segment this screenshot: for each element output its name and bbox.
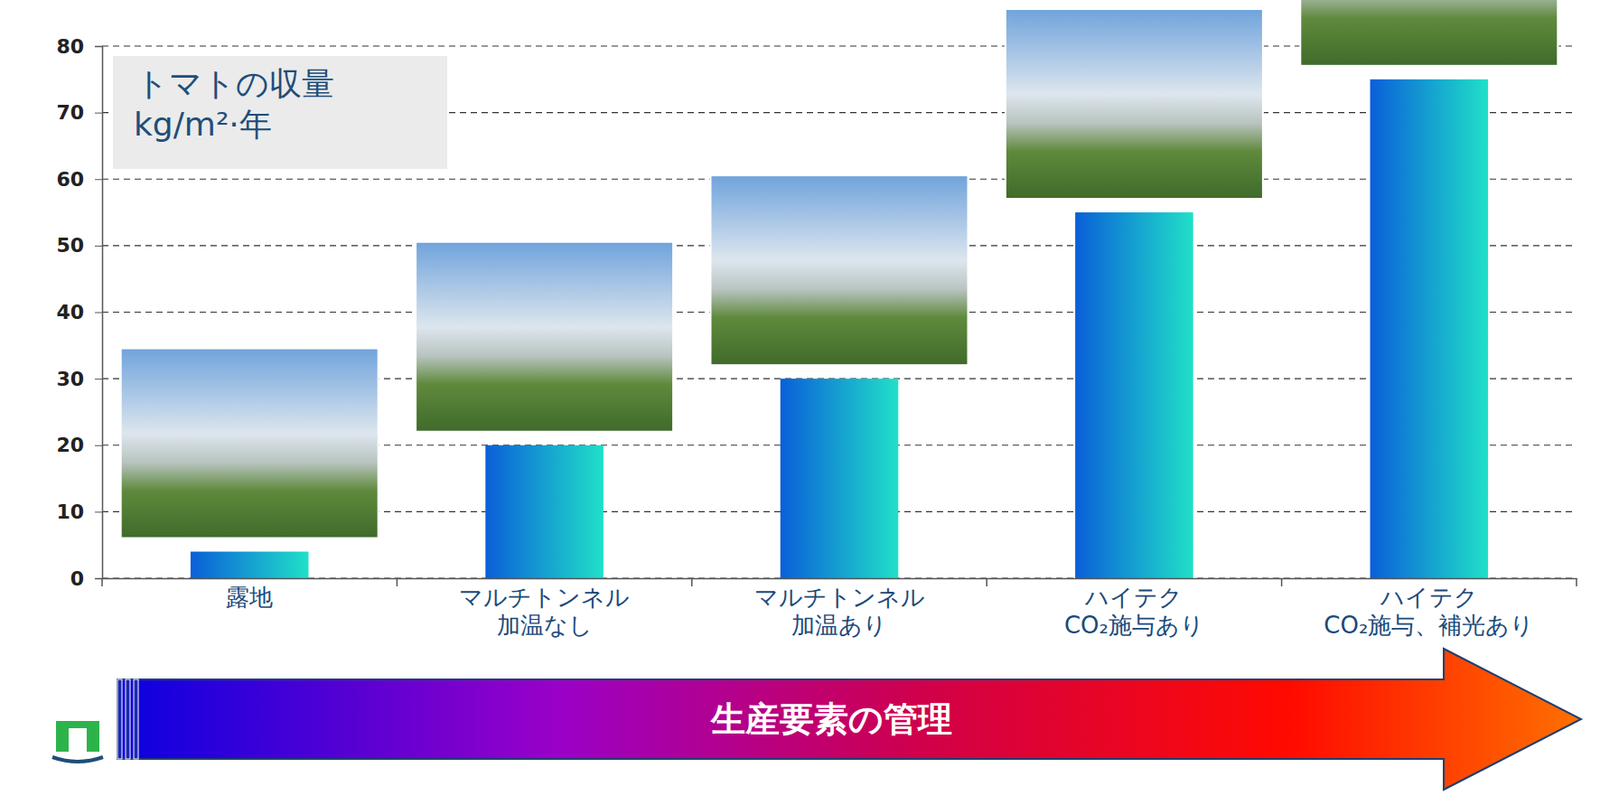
x-tick-label-line: ハイテク (1084, 583, 1183, 611)
title: トマトの収量 (135, 65, 335, 103)
y-tick-mark (94, 578, 103, 580)
bar (780, 378, 899, 579)
x-tick-label: マルチトンネル加温なし (458, 583, 630, 639)
y-tick-label: 10 (56, 500, 85, 524)
x-tick: マルチトンネル加温なし (458, 578, 630, 639)
y-tick-mark (94, 178, 103, 180)
y-tick-label: 70 (56, 101, 85, 124)
photo (1300, 0, 1558, 66)
y-tick: 0 (70, 567, 103, 590)
x-tick-label-line: 加温あり (791, 611, 888, 639)
photo (415, 242, 674, 432)
y-axis-line (94, 46, 103, 580)
y-tick: 30 (56, 367, 103, 391)
logo-inner (68, 728, 87, 752)
bar (485, 445, 604, 579)
x-tick-label-line: CO₂施与あり (1064, 611, 1205, 639)
x-tick-label: ハイテクCO₂施与、補光あり (1323, 583, 1535, 639)
x-tick-label-line: マルチトンネル (458, 583, 630, 611)
x-separator (101, 578, 103, 587)
y-tick-mark (94, 511, 103, 513)
x-tick-label-line: ハイテク (1379, 583, 1479, 611)
y-tick-label: 20 (56, 433, 85, 457)
arrow-stripe (117, 679, 122, 759)
x-separator (691, 578, 693, 587)
x-separators (102, 578, 1577, 587)
x-tick-label-line: 露地 (225, 583, 273, 611)
y-tick: 10 (56, 500, 103, 524)
y-tick-label: 0 (70, 567, 85, 590)
y-tick-mark (94, 46, 103, 47)
grid (102, 46, 1577, 579)
bar (1075, 212, 1194, 579)
x-tick-label: マルチトンネル加温あり (754, 583, 926, 639)
y-tick: 20 (56, 433, 103, 457)
y-tick-label: 40 (56, 300, 85, 324)
y-tick-mark (94, 312, 103, 314)
y-tick-mark (94, 445, 103, 447)
x-tick-label-line: 加温なし (496, 611, 593, 639)
x-label: 生産要素の管理 (710, 699, 953, 740)
arrow-stripe (125, 679, 131, 759)
y-tick: 40 (56, 300, 103, 324)
bar (190, 552, 309, 579)
arrow-stripe (133, 679, 139, 759)
bar (1370, 79, 1489, 579)
y-tick: 60 (56, 168, 103, 191)
y-tick-label: 60 (56, 168, 85, 191)
y-tick-label: 80 (56, 35, 85, 58)
x-axis: 露地マルチトンネル加温なしマルチトンネル加温ありハイテクCO₂施与ありハイテクC… (102, 578, 1578, 639)
logo-wave (52, 757, 103, 762)
photo (121, 348, 379, 539)
y-axis: 0 10 20 30 40 50 60 70 80 (56, 35, 103, 590)
x-tick: マルチトンネル加温あり (754, 578, 926, 639)
x-separator (1575, 578, 1578, 587)
y-tick-mark (94, 112, 103, 114)
x-separator (985, 578, 988, 587)
x-tick-label-line: マルチトンネル (754, 583, 926, 611)
x-tick-label: 露地 (225, 583, 273, 611)
chart: トマトの収量kg/m²·年01020304050607080露地マルチトンネル加… (0, 0, 1600, 805)
x-tick-label: ハイテクCO₂施与あり (1064, 583, 1205, 639)
x-tick: ハイテクCO₂施与あり (1064, 578, 1205, 639)
x-tick: ハイテクCO₂施与、補光あり (1323, 578, 1535, 639)
y-tick-mark (94, 378, 103, 380)
title-box (112, 56, 448, 169)
y-tick-label: 30 (56, 367, 85, 391)
logo (56, 720, 100, 752)
arrow (117, 648, 1582, 790)
y-tick: 70 (56, 101, 103, 124)
bars (190, 79, 1488, 579)
y-tick-label: 50 (56, 233, 85, 257)
subtitle: kg/m²·年 (133, 105, 272, 143)
y-tick: 80 (56, 35, 103, 58)
y-tick-mark (94, 245, 103, 247)
photo (711, 175, 969, 365)
photos (121, 0, 1559, 539)
x-axis-line (102, 578, 1578, 581)
x-separator (396, 578, 399, 587)
x-tick-label-line: CO₂施与、補光あり (1323, 611, 1535, 639)
photo (1005, 9, 1264, 199)
x-tick: 露地 (225, 578, 273, 611)
y-tick: 50 (56, 233, 103, 257)
x-separator (1281, 578, 1283, 587)
